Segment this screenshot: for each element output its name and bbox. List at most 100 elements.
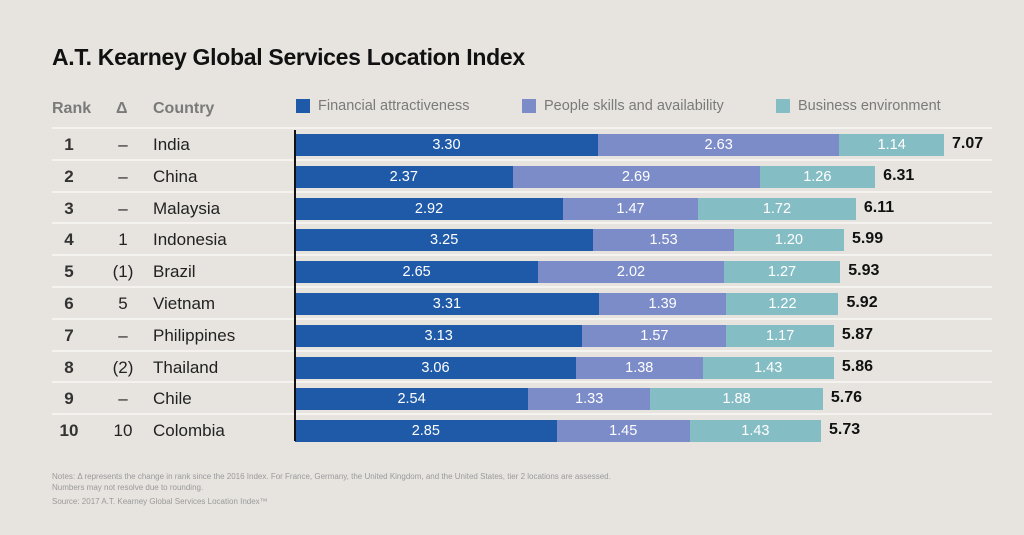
delta-cell: 5 [118,294,128,313]
legend-swatch [296,99,310,113]
country-cell: Thailand [153,357,219,377]
country-cell: Indonesia [153,230,227,250]
bar-segment: 2.85 [295,420,557,443]
country-cell: Colombia [153,421,225,441]
data-label: 2.65 [402,264,431,281]
data-label: 2.69 [621,168,651,185]
bar-segment: 1.43 [689,420,821,443]
bar-segment: 1.88 [650,388,823,411]
data-label: 1.47 [616,200,645,217]
data-label: 1.33 [575,391,604,408]
country-cell: China [153,166,198,186]
data-label: 2.92 [414,200,444,217]
bar-segment: 3.25 [295,229,594,252]
bar-segment: 1.20 [733,229,844,252]
rank-cell: 4 [64,230,74,250]
bar-segment: 2.37 [295,165,513,188]
bar-segment: 2.69 [512,165,760,188]
bar-segment: 1.38 [575,356,703,379]
data-label: 2.54 [397,391,426,408]
legend-label: Financial attractiveness [318,98,470,114]
bar-segment: 1.57 [582,324,727,347]
bar-segment: 2.54 [295,388,529,411]
country-cell: Vietnam [153,294,216,313]
table-row: 2 – China 2.37 2.69 1.26 6.31 [52,158,992,193]
data-label: 3.25 [430,232,459,249]
table-row: 4 1 Indonesia 3.25 1.53 1.20 5.99 [52,222,992,256]
bar-segment: 3.13 [295,324,583,347]
rank-cell: 9 [64,389,74,409]
total-label: 5.92 [846,294,878,311]
delta-cell: – [118,166,128,186]
data-label: 1.17 [766,327,795,344]
bar-segment: 2.92 [295,197,564,220]
delta-cell: 1 [118,230,128,250]
bar-segment: 1.53 [593,229,734,252]
data-label: 1.27 [767,264,797,281]
legend-label: Business environment [798,98,941,114]
total-label: 5.99 [851,230,884,248]
bar-segment: 1.27 [723,261,841,284]
table-row: 6 5 Vietnam 3.31 1.39 1.22 5.92 [52,286,992,320]
source-note: Source: 2017 A.T. Kearney Global Service… [52,497,268,506]
data-label: 3.31 [432,296,462,312]
data-label: 1.43 [754,359,783,376]
table-row: 7 – Philippines 3.13 1.57 1.17 5.87 [52,317,992,352]
legend-label: People skills and availability [544,98,724,114]
delta-cell: – [118,198,128,218]
total-label: 7.07 [952,135,984,152]
table-row: 3 – Malaysia 2.92 1.47 1.72 6.11 [52,190,992,225]
legend-item-people: People skills and availability [522,98,724,114]
bar-segment: 1.22 [726,293,839,315]
data-label: 2.85 [411,423,440,440]
chart-title: A.T. Kearney Global Services Location In… [52,44,525,70]
rank-cell: 7 [64,325,74,345]
bar-segment: 2.63 [597,134,840,156]
rank-header: Rank [52,100,92,117]
bar-segment: 1.33 [528,388,651,411]
data-label: 1.88 [722,391,751,408]
total-label: 5.93 [848,262,880,280]
bar-segment: 1.26 [759,165,876,188]
country-cell: Philippines [153,325,236,345]
rank-cell: 2 [64,166,74,186]
data-label: 1.43 [741,423,770,440]
total-label: 6.11 [863,198,895,216]
bar-segment: 1.72 [698,197,856,220]
delta-cell: (2) [112,357,134,377]
country-cell: India [153,135,190,154]
bar-segment: 1.45 [556,420,690,443]
data-label: 1.45 [609,423,638,440]
table-row: 5 (1) Brazil 2.65 2.02 1.27 5.93 [52,254,992,288]
data-label: 3.30 [432,137,461,153]
total-label: 5.73 [829,421,861,439]
bar-segment: 2.02 [538,261,724,284]
delta-header: Δ [116,100,128,117]
data-label: 2.02 [616,264,646,281]
data-label: 2.63 [704,137,733,153]
delta-cell: – [118,135,128,154]
table-row: 10 10 Colombia 2.85 1.45 1.43 5.73 [52,413,992,447]
delta-cell: – [118,389,128,409]
data-label: 1.22 [768,296,797,312]
legend-item-financial: Financial attractiveness [296,98,470,114]
table-row: 8 (2) Thailand 3.06 1.38 1.43 5.86 [52,349,992,384]
data-label: 2.37 [389,168,418,185]
delta-cell: – [118,325,128,345]
total-label: 5.76 [830,389,862,407]
bar-segment: 3.31 [295,293,599,315]
rank-cell: 6 [64,294,74,313]
data-label: 3.06 [421,359,450,376]
rank-cell: 10 [59,421,79,441]
total-label: 5.86 [841,357,873,375]
bar-segment: 3.30 [295,134,598,156]
data-label: 1.20 [774,232,803,249]
bar-segment: 1.39 [598,293,727,315]
delta-cell: (1) [112,262,134,282]
rank-cell: 1 [64,135,74,154]
legend-swatch [776,99,790,113]
country-cell: Malaysia [153,198,221,218]
bar-segment: 1.43 [702,356,834,379]
rank-cell: 8 [64,357,74,377]
